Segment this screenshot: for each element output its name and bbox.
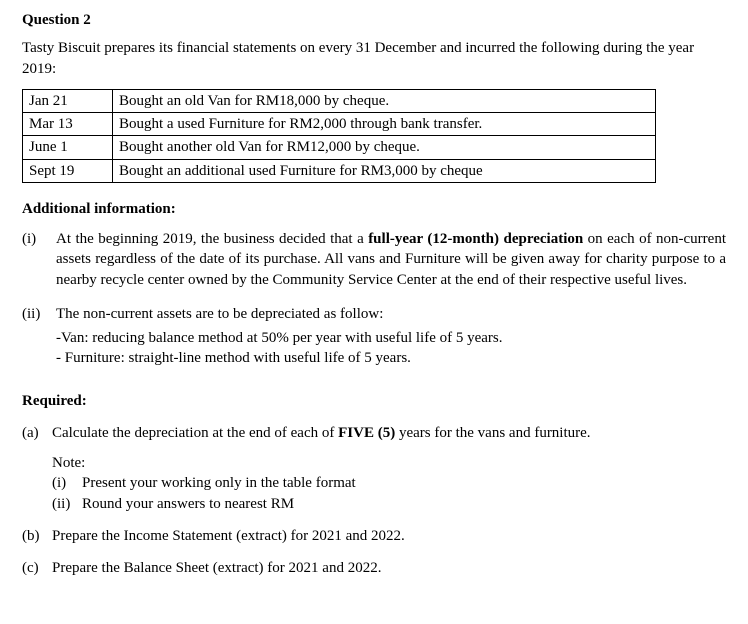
req-text: Calculate the depreciation at the end of… <box>52 423 726 514</box>
note-item: (i) Present your working only in the tab… <box>52 473 726 493</box>
note-block: Note: (i) Present your working only in t… <box>52 453 726 514</box>
info-item-i: (i) At the beginning 2019, the business … <box>22 229 726 290</box>
txn-date: Mar 13 <box>23 113 113 136</box>
note-label: Note: <box>52 453 726 473</box>
txn-date: Sept 19 <box>23 159 113 182</box>
intro-paragraph: Tasty Biscuit prepares its financial sta… <box>22 38 726 79</box>
required-label: Required: <box>22 391 726 411</box>
roman-marker: (i) <box>22 229 56 290</box>
note-items: (i) Present your working only in the tab… <box>52 473 726 514</box>
note-marker: (ii) <box>52 494 82 514</box>
req-text: Prepare the Balance Sheet (extract) for … <box>52 558 726 578</box>
req-item-a: (a) Calculate the depreciation at the en… <box>22 423 726 514</box>
txn-desc: Bought another old Van for RM12,000 by c… <box>113 136 656 159</box>
roman-marker: (ii) <box>22 304 56 324</box>
text-bold: full-year (12-month) depreciation <box>368 231 583 247</box>
txn-date: June 1 <box>23 136 113 159</box>
table-row: Mar 13 Bought a used Furniture for RM2,0… <box>23 113 656 136</box>
req-text: Prepare the Income Statement (extract) f… <box>52 526 726 546</box>
note-item: (ii) Round your answers to nearest RM <box>52 494 726 514</box>
sub-line: -Van: reducing balance method at 50% per… <box>56 328 726 348</box>
txn-desc: Bought an old Van for RM18,000 by cheque… <box>113 89 656 112</box>
note-text: Round your answers to nearest RM <box>82 494 294 514</box>
txn-date: Jan 21 <box>23 89 113 112</box>
note-marker: (i) <box>52 473 82 493</box>
text-bold: FIVE (5) <box>338 425 395 441</box>
info-item-ii: (ii) The non-current assets are to be de… <box>22 304 726 324</box>
transactions-table: Jan 21 Bought an old Van for RM18,000 by… <box>22 89 656 183</box>
txn-desc: Bought an additional used Furniture for … <box>113 159 656 182</box>
txn-desc: Bought a used Furniture for RM2,000 thro… <box>113 113 656 136</box>
alpha-marker: (c) <box>22 558 52 578</box>
sub-line: - Furniture: straight-line method with u… <box>56 348 726 368</box>
alpha-marker: (a) <box>22 423 52 514</box>
note-text: Present your working only in the table f… <box>82 473 356 493</box>
text-pre: At the beginning 2019, the business deci… <box>56 231 368 247</box>
table-row: Sept 19 Bought an additional used Furnit… <box>23 159 656 182</box>
additional-info-list: (i) At the beginning 2019, the business … <box>22 229 726 324</box>
question-title: Question 2 <box>22 10 726 30</box>
table-row: Jan 21 Bought an old Van for RM18,000 by… <box>23 89 656 112</box>
required-list: (a) Calculate the depreciation at the en… <box>22 423 726 579</box>
info-text: At the beginning 2019, the business deci… <box>56 229 726 290</box>
text-post: years for the vans and furniture. <box>395 425 590 441</box>
info-ii-subitems: -Van: reducing balance method at 50% per… <box>56 328 726 369</box>
alpha-marker: (b) <box>22 526 52 546</box>
additional-info-label: Additional information: <box>22 199 726 219</box>
req-item-b: (b) Prepare the Income Statement (extrac… <box>22 526 726 546</box>
table-row: June 1 Bought another old Van for RM12,0… <box>23 136 656 159</box>
info-text: The non-current assets are to be depreci… <box>56 304 726 324</box>
text-pre: Calculate the depreciation at the end of… <box>52 425 338 441</box>
req-item-c: (c) Prepare the Balance Sheet (extract) … <box>22 558 726 578</box>
